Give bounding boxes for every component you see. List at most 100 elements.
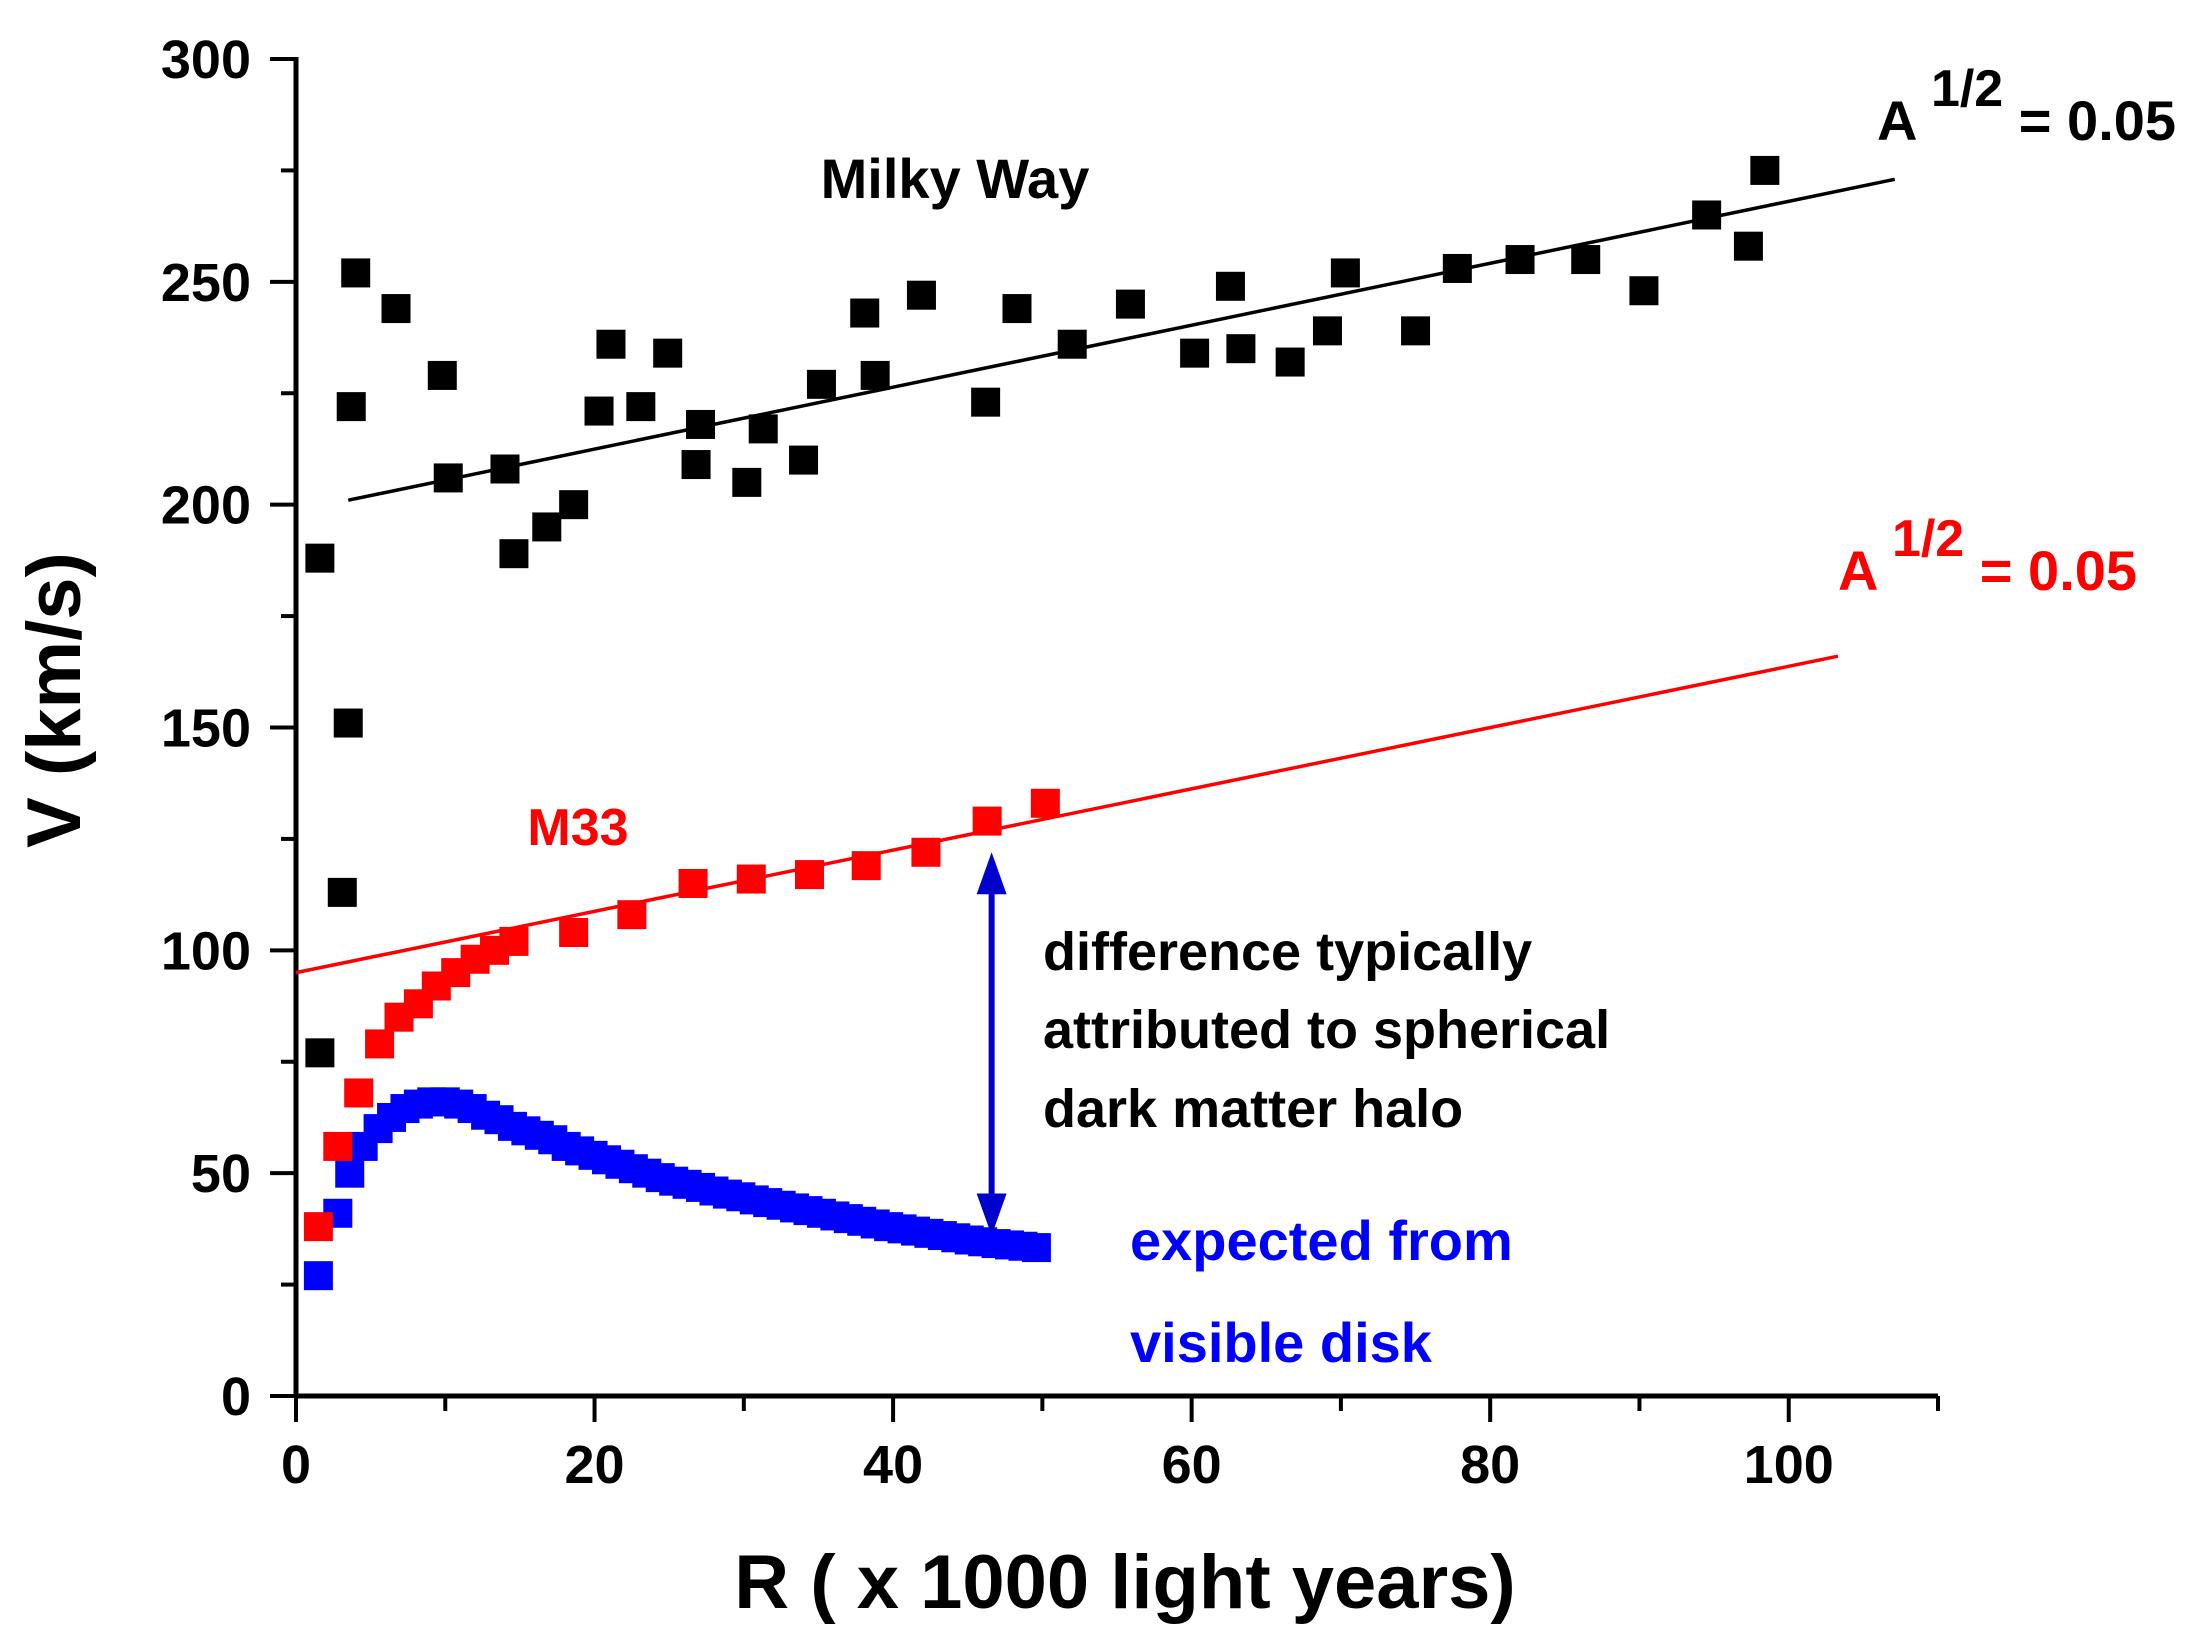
y-tick-label: 200 [161, 476, 251, 536]
milky-way-point [686, 409, 716, 439]
visible-disk-point [335, 1158, 365, 1188]
milky-way-point [789, 445, 819, 475]
fit-line [295, 654, 1839, 975]
milky-way-point [490, 454, 520, 484]
y-tick-label: 50 [191, 1144, 251, 1204]
m33-point [1030, 788, 1060, 818]
milky-way-point [626, 392, 656, 422]
m33-point [617, 900, 647, 930]
x-tick-label: 80 [1460, 1435, 1520, 1495]
milky-way-fit-label-base: A [1877, 89, 1916, 152]
m33-point [365, 1029, 395, 1059]
milky-way-point [1180, 338, 1210, 368]
milky-way-point [1442, 253, 1472, 283]
x-tick-label: 20 [565, 1435, 625, 1495]
visible-disk-point [1021, 1233, 1051, 1263]
milky-way-point [971, 387, 1001, 417]
milky-way-label: Milky Way [821, 147, 1090, 210]
y-tick-label: 100 [161, 921, 251, 981]
m33-point [678, 868, 708, 898]
fit-line [347, 177, 1896, 502]
milky-way-point [1057, 329, 1087, 359]
milky-way-point [1226, 334, 1256, 364]
milky-way-point [559, 490, 589, 520]
milky-way-point [1505, 245, 1535, 275]
y-tick-label: 300 [161, 30, 251, 90]
visible-disk-label-line-1: expected from [1130, 1209, 1513, 1272]
milky-way-point [1115, 289, 1145, 319]
milky-way-point [427, 360, 457, 390]
fit-lines [295, 177, 1896, 975]
milky-way-point [305, 543, 335, 573]
milky-way-point [433, 463, 463, 493]
y-tick-label: 150 [161, 699, 251, 759]
x-tick-label: 60 [1162, 1435, 1222, 1495]
m33-point [911, 837, 941, 867]
milky-way-fit-label-exponent: 1/2 [1931, 60, 2003, 118]
x-tick-label: 40 [863, 1435, 923, 1495]
milky-way-point [1692, 200, 1722, 230]
annotation-line-2: attributed to spherical [1043, 1000, 1610, 1060]
m33-point [972, 806, 1002, 836]
milky-way-point [748, 414, 778, 444]
m33-point [559, 918, 589, 948]
axes [270, 57, 1940, 1422]
milky-way-point [499, 539, 529, 569]
visible-disk-point [303, 1261, 333, 1291]
milky-way-point [906, 280, 936, 310]
x-tick-label: 100 [1744, 1435, 1834, 1495]
m33-point [794, 860, 824, 890]
m33-fit-label-exponent: 1/2 [1892, 510, 1964, 568]
arrow-head-down [976, 1193, 1007, 1236]
m33-point [344, 1078, 374, 1108]
m33-point [736, 864, 766, 894]
x-tick-label: 0 [281, 1435, 311, 1495]
m33-point [499, 926, 529, 956]
difference-arrow [976, 852, 1007, 1236]
milky-way-point [584, 396, 614, 426]
y-tick-label: 0 [221, 1367, 251, 1427]
milky-way-fit-label-value: = 0.05 [2019, 89, 2176, 152]
milky-way-point [336, 392, 366, 422]
annotation-line-1: difference typically [1043, 922, 1532, 982]
y-axis-label: V (km/s) [12, 552, 97, 848]
milky-way-fit-label: A 1/2 = 0.05 [1877, 55, 2176, 152]
data-points [303, 155, 1780, 1291]
milky-way-point [1002, 294, 1032, 324]
visible-disk-label-line-2: visible disk [1130, 1311, 1433, 1374]
milky-way-point [1330, 258, 1360, 288]
m33-point [323, 1131, 353, 1161]
milky-way-point [653, 338, 683, 368]
milky-way-point [532, 512, 562, 542]
m33-fit-label-value: = 0.05 [1980, 539, 2137, 602]
milky-way-point [850, 298, 880, 328]
milky-way-point [806, 369, 836, 399]
arrow-head-up [976, 852, 1007, 895]
milky-way-point [1629, 276, 1659, 306]
milky-way-point [341, 258, 371, 288]
milky-way-point [596, 329, 626, 359]
milky-way-point [732, 467, 762, 497]
m33-point [303, 1212, 333, 1242]
m33-point [851, 851, 881, 881]
milky-way-point [1571, 245, 1601, 275]
milky-way-point [1312, 316, 1342, 346]
annotation-line-3: dark matter halo [1043, 1079, 1463, 1139]
m33-label: M33 [527, 799, 628, 857]
milky-way-point [681, 450, 711, 480]
milky-way-point [381, 294, 411, 324]
milky-way-point [1401, 316, 1431, 346]
milky-way-point [860, 360, 890, 390]
milky-way-point [1215, 271, 1245, 301]
milky-way-point [1733, 231, 1763, 261]
x-axis-label: R ( x 1000 light years) [734, 1540, 1515, 1625]
milky-way-point [1750, 155, 1780, 185]
milky-way-point [333, 708, 363, 738]
milky-way-point [305, 1038, 335, 1068]
milky-way-point [1275, 347, 1305, 377]
tick-labels: 0 20 40 60 80 100 0 50 100 150 200 250 300 [161, 30, 1834, 1495]
milky-way-point [327, 877, 357, 907]
m33-fit-label-base: A [1838, 539, 1877, 602]
y-tick-label: 250 [161, 253, 251, 313]
